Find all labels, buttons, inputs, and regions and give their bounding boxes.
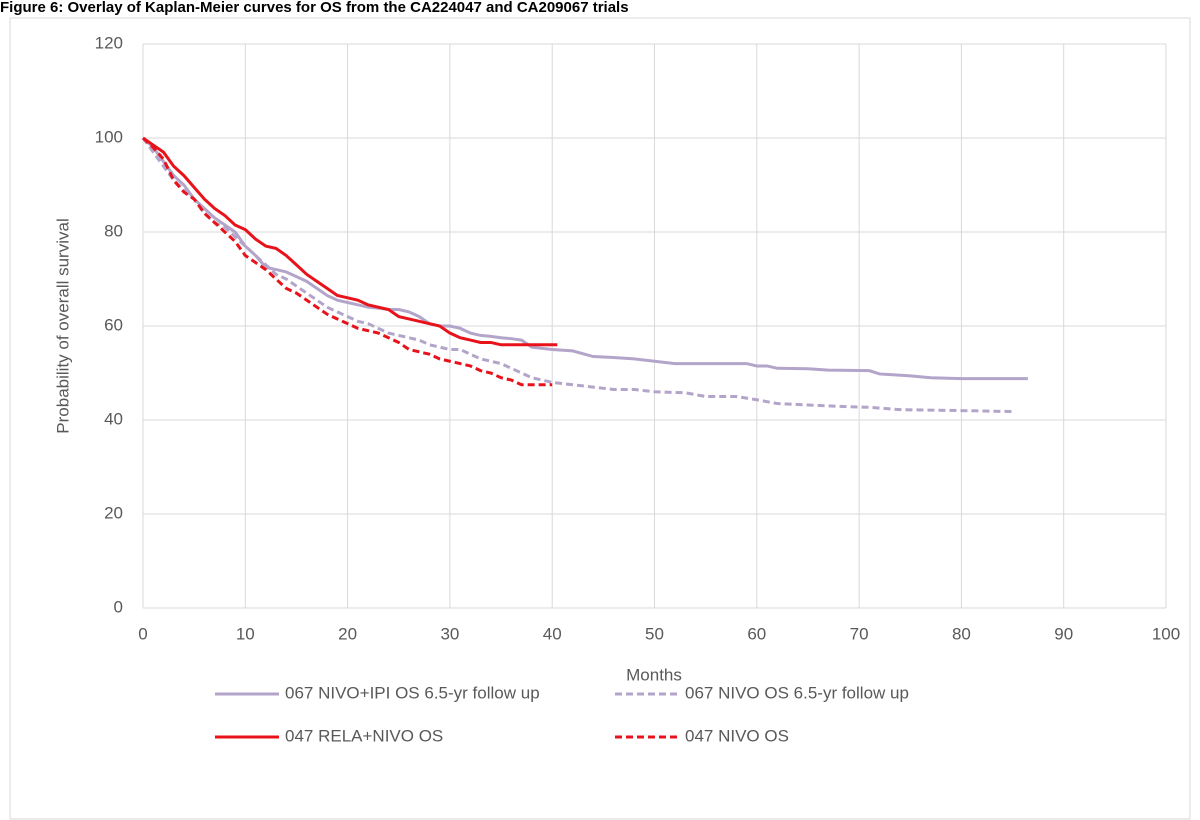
y-axis-label: Probability of overall survival: [53, 218, 72, 433]
y-tick-label: 100: [95, 127, 123, 146]
y-tick-label: 0: [114, 597, 123, 616]
series-line: [141, 136, 553, 387]
chart-title: Figure 6: Overlay of Kaplan-Meier curves…: [0, 0, 629, 16]
y-tick-label: 120: [95, 33, 123, 52]
x-tick-label: 30: [440, 624, 459, 643]
x-tick-label: 80: [952, 624, 971, 643]
x-tick-label: 70: [850, 624, 869, 643]
legend-label: 047 RELA+NIVO OS: [285, 726, 443, 745]
x-axis-label: Months: [626, 665, 682, 684]
y-tick-label: 20: [104, 503, 123, 522]
y-tick-label: 40: [104, 409, 123, 428]
x-tick-label: 0: [138, 624, 147, 643]
chart-frame: [9, 17, 1191, 820]
x-tick-label: 40: [543, 624, 562, 643]
legend-label: 067 NIVO OS 6.5-yr follow up: [685, 683, 909, 702]
x-tick-label: 100: [1152, 624, 1180, 643]
x-tick-label: 90: [1054, 624, 1073, 643]
x-tick-label: 50: [645, 624, 664, 643]
x-tick-label: 60: [747, 624, 766, 643]
y-tick-label: 80: [104, 221, 123, 240]
legend-label: 067 NIVO+IPI OS 6.5-yr follow up: [285, 683, 540, 702]
legend-label: 047 NIVO OS: [685, 726, 789, 745]
x-tick-label: 20: [338, 624, 357, 643]
series-line: [142, 136, 558, 347]
y-tick-label: 60: [104, 315, 123, 334]
x-tick-label: 10: [236, 624, 255, 643]
